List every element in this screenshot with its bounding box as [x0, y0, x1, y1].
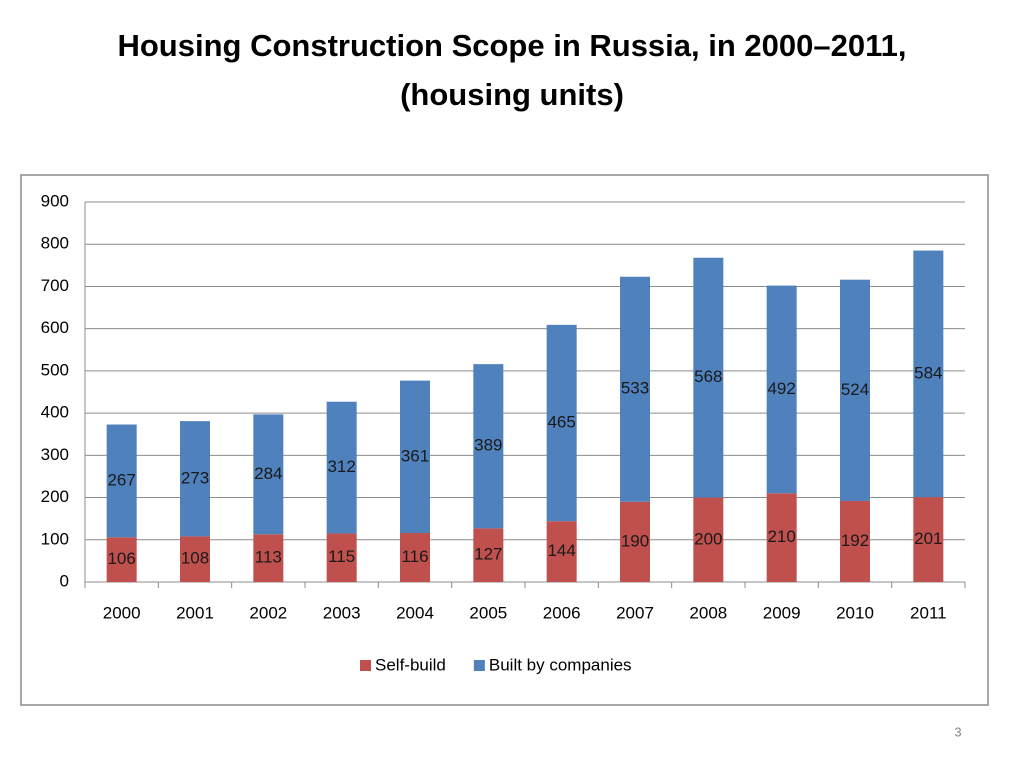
bar-segment	[693, 497, 724, 582]
bar-segment	[840, 500, 870, 582]
x-tick-label: 2003	[323, 603, 361, 622]
bar-segment	[106, 537, 137, 582]
bar-segment	[180, 536, 210, 582]
y-tick-label: 100	[41, 529, 69, 548]
data-label: 568	[694, 367, 722, 386]
data-label: 127	[474, 545, 502, 564]
data-label: 113	[255, 548, 282, 567]
bar-segment	[766, 493, 797, 582]
x-tick-label: 2001	[176, 603, 214, 622]
page-number: 3	[954, 724, 961, 739]
data-label: 584	[914, 363, 942, 382]
legend-label: Built by companies	[489, 655, 632, 674]
bar-segment	[546, 324, 577, 522]
legend-swatch	[360, 660, 371, 671]
legend-swatch	[473, 660, 485, 671]
data-label: 389	[474, 436, 502, 455]
bar-segment	[400, 380, 430, 534]
x-tick-label: 2005	[469, 603, 507, 622]
data-label: 201	[914, 529, 942, 548]
data-label: 144	[547, 541, 575, 560]
y-tick-label: 200	[41, 487, 69, 506]
y-tick-label: 600	[41, 318, 69, 337]
y-tick-label: 300	[41, 445, 69, 464]
data-label: 190	[621, 531, 649, 550]
bar-segment	[913, 250, 944, 498]
chart-title: Housing Construction Scope in Russia, in…	[117, 28, 906, 63]
bar-segment	[400, 533, 430, 582]
data-label: 108	[181, 549, 209, 568]
bar-segment	[473, 364, 504, 529]
y-tick-label: 500	[41, 360, 69, 379]
y-tick-label: 400	[41, 403, 69, 422]
bar-segment	[253, 414, 284, 535]
x-tick-label: 2009	[763, 603, 801, 622]
bar-segment	[620, 276, 650, 502]
bar-segment	[913, 497, 944, 582]
data-label: 492	[767, 379, 795, 398]
bar-segment	[546, 521, 577, 582]
data-label: 267	[107, 470, 135, 489]
data-label: 312	[327, 457, 355, 476]
x-tick-label: 2006	[543, 603, 581, 622]
bar-segment	[326, 401, 357, 534]
data-label: 533	[621, 379, 649, 398]
data-label: 106	[107, 549, 135, 568]
data-label: 200	[694, 529, 722, 548]
y-tick-label: 700	[41, 276, 69, 295]
data-label: 210	[767, 527, 795, 546]
y-tick-label: 0	[60, 571, 69, 590]
bar-segment	[326, 533, 357, 582]
legend-label: Self-build	[375, 655, 446, 674]
x-tick-label: 2008	[689, 603, 727, 622]
bar-segment	[766, 285, 797, 494]
x-tick-label: 2007	[616, 603, 654, 622]
data-label: 524	[841, 380, 869, 399]
y-tick-label: 800	[41, 234, 69, 253]
chart-title: (housing units)	[400, 77, 624, 112]
data-label: 361	[401, 446, 429, 465]
data-label: 115	[328, 547, 355, 566]
bar-segment	[840, 279, 870, 501]
bar-segment	[253, 534, 284, 582]
x-tick-label: 2002	[249, 603, 287, 622]
x-tick-label: 2011	[910, 603, 947, 622]
bar-segment	[180, 421, 210, 537]
bar-segment	[620, 501, 650, 582]
bar-segment	[473, 528, 504, 582]
data-label: 116	[401, 547, 428, 566]
data-label: 465	[547, 413, 575, 432]
x-tick-label: 2000	[103, 603, 141, 622]
bar-segment	[106, 424, 137, 538]
data-label: 192	[841, 531, 869, 550]
bar-segment	[693, 257, 724, 498]
data-label: 284	[254, 464, 282, 483]
x-tick-label: 2004	[396, 603, 434, 622]
x-tick-label: 2010	[836, 603, 874, 622]
data-label: 273	[181, 468, 209, 487]
y-tick-label: 900	[41, 191, 69, 210]
